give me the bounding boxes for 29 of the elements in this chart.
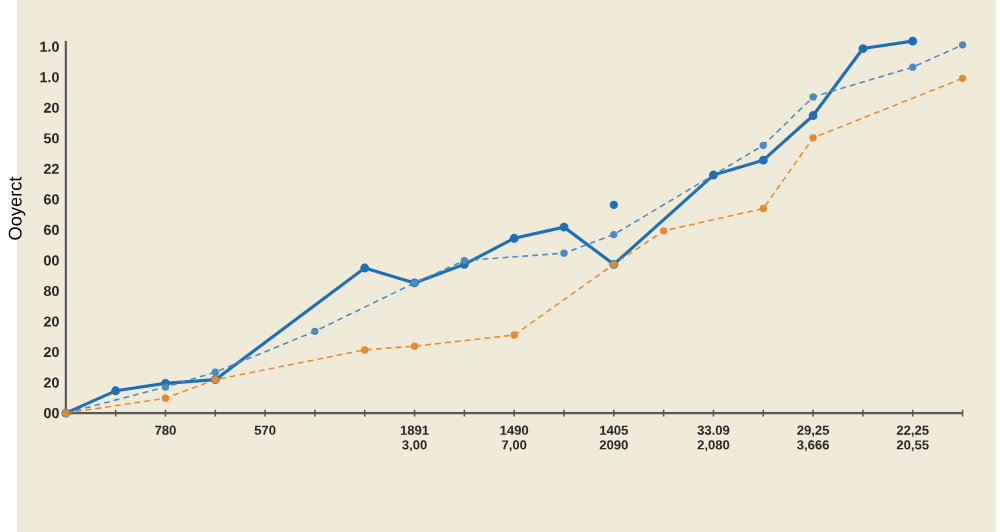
point	[111, 386, 121, 395]
point	[311, 327, 319, 335]
point	[560, 249, 568, 257]
point	[958, 74, 967, 82]
point	[809, 133, 817, 142]
point	[759, 204, 767, 212]
point	[559, 222, 569, 232]
point	[410, 342, 419, 350]
point	[460, 256, 469, 264]
point	[958, 40, 967, 49]
point	[161, 394, 170, 402]
point	[360, 263, 370, 273]
point	[758, 155, 768, 165]
point	[709, 170, 718, 180]
point	[161, 383, 170, 391]
point	[908, 36, 918, 46]
point	[808, 110, 818, 120]
point	[759, 141, 767, 149]
point	[510, 331, 518, 339]
point	[659, 226, 668, 235]
point	[858, 43, 868, 53]
point	[361, 345, 369, 354]
point	[509, 233, 519, 243]
point	[610, 230, 618, 238]
y-axis-title: Ooyerct	[8, 176, 26, 240]
point	[211, 368, 219, 376]
point	[809, 92, 817, 101]
point	[909, 63, 917, 71]
point	[609, 200, 619, 209]
